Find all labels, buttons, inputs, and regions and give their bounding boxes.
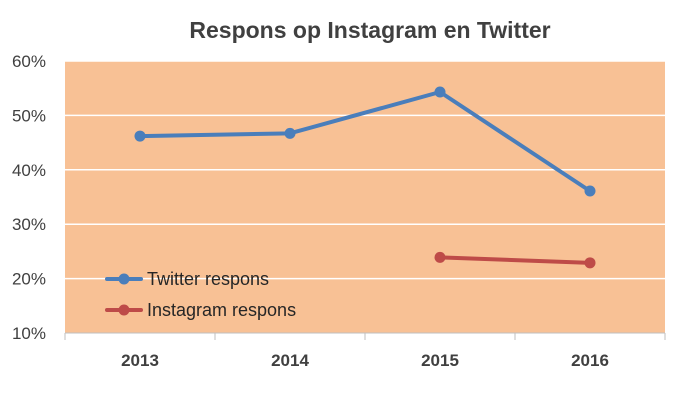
y-tick-label: 30%: [12, 215, 46, 234]
data-point: [284, 127, 296, 139]
x-axis: [64, 332, 666, 340]
gridlines: [65, 60, 665, 280]
x-tick-label: 2016: [571, 351, 609, 370]
legend-label: Twitter respons: [147, 269, 269, 289]
chart-title: Respons op Instagram en Twitter: [189, 17, 550, 43]
series-0: [134, 86, 596, 197]
x-axis-tick-labels: 2013 2014 2015 2016: [121, 351, 609, 370]
series-1: [434, 251, 596, 269]
legend-item: Instagram respons: [105, 300, 296, 320]
x-tick-label: 2014: [271, 351, 309, 370]
data-point: [584, 257, 596, 269]
data-point: [584, 185, 596, 197]
legend-marker: [118, 304, 130, 316]
y-tick-label: 50%: [12, 106, 46, 125]
series-layer: [134, 86, 596, 269]
data-point: [134, 130, 146, 142]
y-tick-label: 20%: [12, 270, 46, 289]
legend: Twitter respons Instagram respons: [105, 269, 296, 320]
data-point: [434, 86, 446, 98]
data-point: [434, 251, 446, 263]
y-tick-label: 10%: [12, 324, 46, 343]
y-axis-tick-labels: 10% 20% 30% 40% 50% 60%: [12, 52, 46, 343]
y-tick-label: 60%: [12, 52, 46, 71]
legend-label: Instagram respons: [147, 300, 296, 320]
y-tick-label: 40%: [12, 161, 46, 180]
x-tick-label: 2013: [121, 351, 159, 370]
series-line: [138, 90, 592, 194]
series-line: [438, 255, 592, 265]
legend-item: Twitter respons: [105, 269, 269, 289]
plot-area: [65, 61, 665, 333]
x-tick-label: 2015: [421, 351, 459, 370]
legend-marker: [118, 273, 130, 285]
